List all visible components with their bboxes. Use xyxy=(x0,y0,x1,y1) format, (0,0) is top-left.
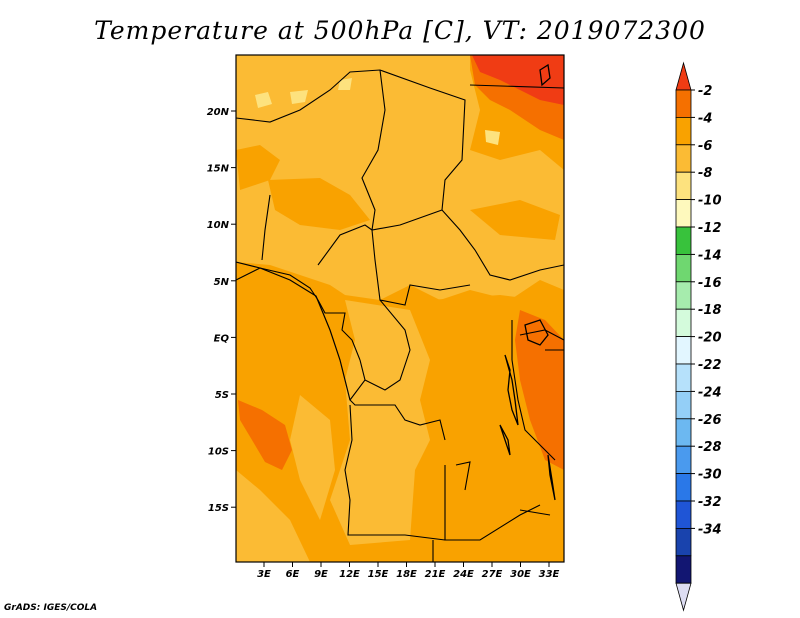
colorbar-swatch xyxy=(675,555,692,584)
colorbar-swatch xyxy=(675,144,692,173)
field-minus8-north xyxy=(236,55,564,300)
colorbar-label: -14 xyxy=(698,248,722,263)
field-minus10-patch-1 xyxy=(290,90,308,104)
colorbar-label: -16 xyxy=(698,276,722,291)
lat-tick-label: 5S xyxy=(215,390,229,401)
field-minus10-patch-3 xyxy=(485,130,500,145)
lat-tick-label: 5N xyxy=(214,277,230,288)
grads-credit: GrADS: IGES/COLA xyxy=(4,603,98,613)
country-boundaries xyxy=(236,69,564,562)
colorbar-label: -34 xyxy=(698,522,722,537)
colorbar-swatch xyxy=(675,473,692,502)
lat-tick-label: 15N xyxy=(207,164,230,175)
lakes xyxy=(499,63,556,501)
longitude-ticks: 3E 6E 9E 12E 15E 18E 21E 24E 27E 30E 33E xyxy=(257,562,560,580)
lon-tick-label: 21E xyxy=(425,569,446,580)
colorbar-label: -18 xyxy=(698,303,722,318)
colorbar-swatch xyxy=(675,308,692,338)
field-minus2-northeast xyxy=(472,55,564,105)
colorbar: -2 -4 -6 -8 -10 -12 -14 -16 -18 -20 -22 -24 -26 -28 -3… xyxy=(675,61,722,612)
coastline xyxy=(236,267,351,401)
colorbar-label: -26 xyxy=(698,413,722,428)
latitude-ticks: 20N 15N 10N 5N EQ 5S 10S 15S xyxy=(207,107,236,514)
lon-tick-label: 18E xyxy=(396,569,417,580)
lat-tick-label: EQ xyxy=(214,333,230,344)
lat-tick-label: 20N xyxy=(207,107,230,118)
field-minus4-ocean xyxy=(238,400,292,470)
colorbar-bottom-arrow xyxy=(675,582,692,612)
colorbar-label: -8 xyxy=(698,166,712,181)
colorbar-swatch xyxy=(675,445,692,475)
colorbar-swatch xyxy=(675,500,692,529)
colorbar-swatch xyxy=(675,226,692,255)
colorbar-swatch xyxy=(675,253,692,283)
lon-tick-label: 24E xyxy=(453,569,474,580)
lon-tick-label: 30E xyxy=(510,569,531,580)
colorbar-top-arrow xyxy=(675,61,692,91)
lon-tick-label: 15E xyxy=(368,569,389,580)
field-minus8-west xyxy=(290,395,335,520)
field-minus6-pocket-north xyxy=(268,178,370,230)
lat-tick-label: 10N xyxy=(207,220,230,231)
colorbar-swatch xyxy=(675,89,692,118)
field-minus6-pocket-nw xyxy=(236,145,280,190)
temperature-field xyxy=(236,55,564,562)
lon-tick-label: 33E xyxy=(539,569,560,580)
colorbar-swatch xyxy=(675,390,692,420)
lat-tick-label: 10S xyxy=(208,447,229,458)
field-minus8-south xyxy=(330,300,430,545)
lon-tick-label: 27E xyxy=(482,569,503,580)
colorbar-label: -4 xyxy=(698,111,712,126)
colorbar-swatch xyxy=(675,199,692,228)
field-minus6-pocket-east xyxy=(470,200,560,240)
colorbar-label: -20 xyxy=(698,331,722,346)
colorbar-label: -32 xyxy=(698,495,722,510)
colorbar-label: -2 xyxy=(698,84,712,99)
map-frame xyxy=(235,54,565,563)
lon-tick-label: 12E xyxy=(339,569,360,580)
colorbar-swatch xyxy=(675,171,692,200)
field-minus8-southwest xyxy=(236,470,310,562)
colorbar-label: -30 xyxy=(698,468,722,483)
colorbar-label: -24 xyxy=(698,385,722,400)
colorbar-swatch xyxy=(675,336,692,365)
field-minus10-patch-4 xyxy=(338,78,352,90)
colorbar-swatch xyxy=(675,418,692,447)
lat-tick-label: 15S xyxy=(208,503,229,514)
colorbar-swatch xyxy=(675,117,692,146)
lon-tick-label: 6E xyxy=(286,569,300,580)
lon-tick-label: 9E xyxy=(314,569,328,580)
chart-title: Temperature at 500hPa [C], VT: 201907230… xyxy=(94,16,706,45)
colorbar-label: -6 xyxy=(698,139,712,154)
colorbar-swatch xyxy=(675,363,692,392)
colorbar-label: -28 xyxy=(698,440,722,455)
colorbar-label: -10 xyxy=(698,194,722,209)
field-minus10-patch-2 xyxy=(255,92,272,108)
colorbar-swatch xyxy=(675,281,692,310)
lon-tick-label: 3E xyxy=(257,569,271,580)
colorbar-label: -22 xyxy=(698,358,722,373)
colorbar-swatch xyxy=(675,528,692,557)
colorbar-label: -12 xyxy=(698,221,722,236)
